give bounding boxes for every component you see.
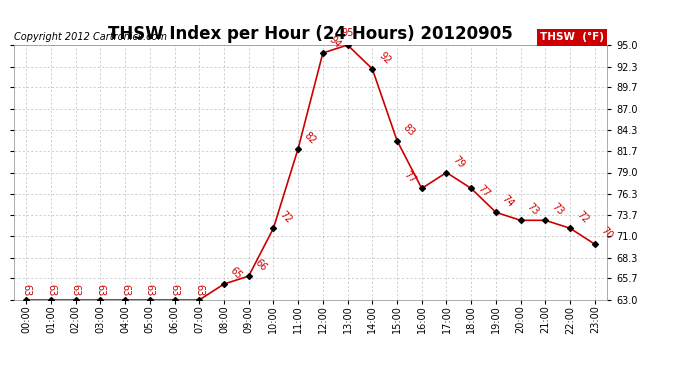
Text: 74: 74	[500, 194, 516, 210]
Text: 94: 94	[327, 34, 343, 50]
Text: 83: 83	[401, 122, 417, 138]
Text: 63: 63	[145, 284, 155, 296]
Text: 63: 63	[21, 284, 31, 296]
Text: Copyright 2012 Cartronics.com: Copyright 2012 Cartronics.com	[14, 33, 167, 42]
Text: 95: 95	[342, 28, 354, 38]
Text: 65: 65	[228, 266, 244, 281]
Title: THSW Index per Hour (24 Hours) 20120905: THSW Index per Hour (24 Hours) 20120905	[108, 26, 513, 44]
Text: 63: 63	[195, 284, 204, 296]
Text: 82: 82	[302, 130, 318, 146]
Text: 63: 63	[46, 284, 56, 296]
Text: 92: 92	[377, 50, 393, 66]
Text: 77: 77	[402, 170, 417, 186]
Text: 63: 63	[70, 284, 81, 296]
Text: 77: 77	[475, 184, 491, 200]
Text: 73: 73	[549, 202, 565, 217]
Text: 63: 63	[120, 284, 130, 296]
Text: 66: 66	[253, 258, 268, 273]
Text: 72: 72	[574, 210, 590, 225]
Text: 72: 72	[277, 210, 293, 225]
Text: THSW  (°F): THSW (°F)	[540, 32, 604, 42]
Text: 70: 70	[599, 226, 615, 242]
Text: 73: 73	[525, 202, 541, 217]
Text: 63: 63	[95, 284, 106, 296]
Text: 63: 63	[170, 284, 179, 296]
Text: 79: 79	[451, 154, 466, 170]
